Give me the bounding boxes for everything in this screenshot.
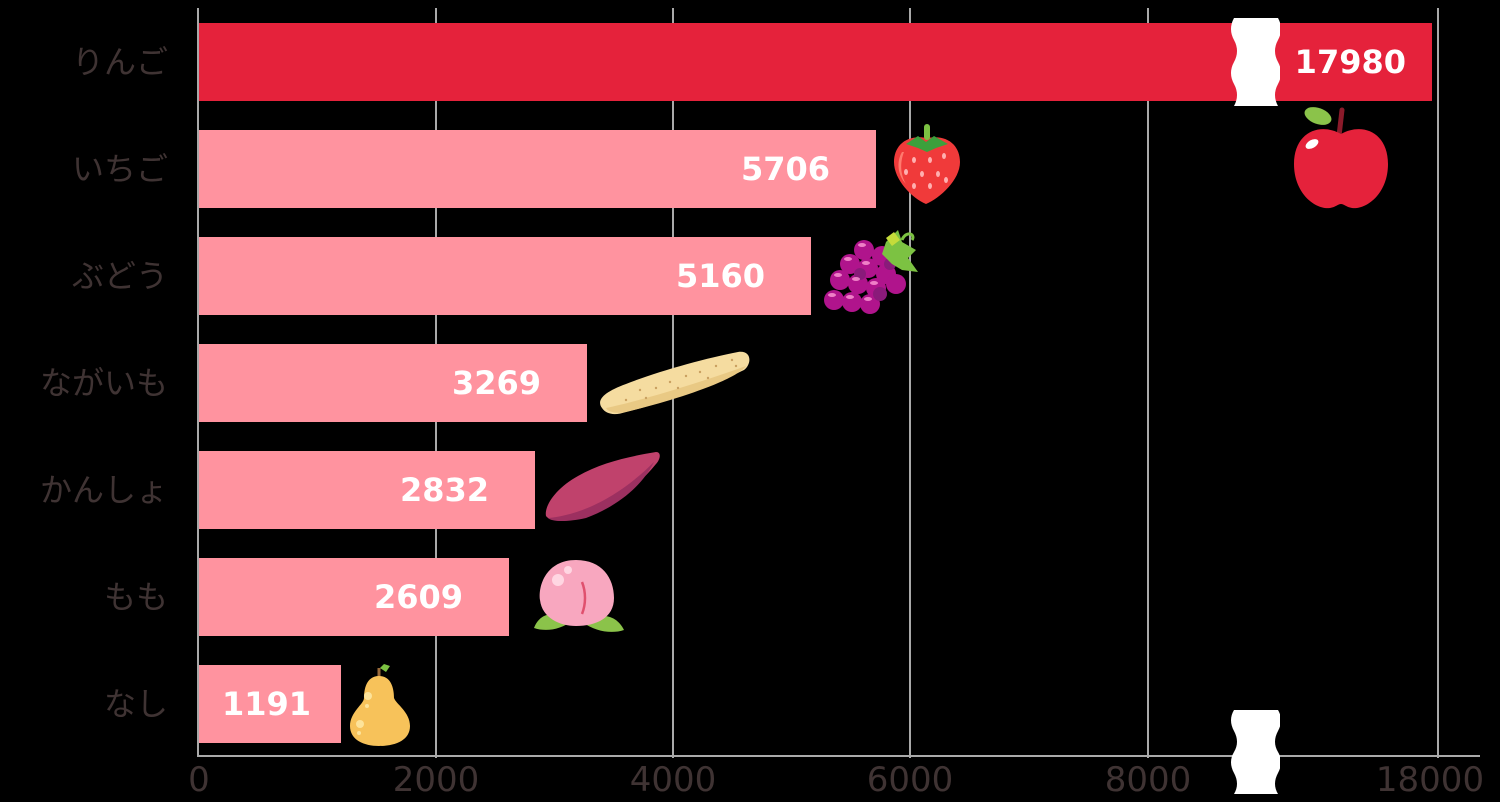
grapes-icon <box>824 230 918 314</box>
bar-nashi: 1191 <box>199 665 341 743</box>
axis-break-mark <box>1231 18 1280 106</box>
y-axis-line <box>197 8 199 757</box>
peach-icon <box>534 560 624 632</box>
bar-value-label: 5706 <box>740 150 830 188</box>
bar-value-label: 17980 <box>1294 43 1406 81</box>
bar-value-label: 1191 <box>221 685 311 723</box>
bar-value-label: 2609 <box>373 578 463 616</box>
pear-icon <box>350 664 410 746</box>
bar-ringo: 17980 <box>199 23 1432 101</box>
category-label: ながいも <box>39 364 168 402</box>
x-tick-label: 2000 <box>392 760 480 800</box>
category-label: ぶどう <box>71 257 168 295</box>
axis-break-mark <box>1231 710 1280 794</box>
category-label: いちご <box>71 150 168 188</box>
apple-icon <box>1294 107 1388 209</box>
category-label: もも <box>103 578 168 616</box>
bar-budou: 5160 <box>199 237 811 315</box>
sweet-potato-icon <box>545 452 660 521</box>
yam-icon <box>600 351 750 415</box>
x-tick-label: 0 <box>188 760 210 800</box>
gridline-8000 <box>1147 8 1149 758</box>
gridline-6000 <box>909 8 911 758</box>
bar-ichigo: 5706 <box>199 130 876 208</box>
category-label: かんしょ <box>39 471 168 509</box>
bar-value-label: 3269 <box>451 364 541 402</box>
x-tick-label: 8000 <box>1104 760 1192 800</box>
bar-nagaimo: 3269 <box>199 344 587 422</box>
x-tick-label: 4000 <box>629 760 717 800</box>
x-tick-label: 18000 <box>1375 760 1485 800</box>
bar-momo: 2609 <box>199 558 509 636</box>
bar-kansho: 2832 <box>199 451 535 529</box>
x-axis-line <box>197 755 1480 757</box>
strawberry-icon <box>894 124 960 204</box>
x-tick-label: 6000 <box>866 760 954 800</box>
category-label: りんご <box>71 43 168 81</box>
category-label: なし <box>103 685 168 723</box>
bar-value-label: 5160 <box>675 257 765 295</box>
bar-value-label: 2832 <box>399 471 489 509</box>
gridline-18000 <box>1437 8 1439 758</box>
